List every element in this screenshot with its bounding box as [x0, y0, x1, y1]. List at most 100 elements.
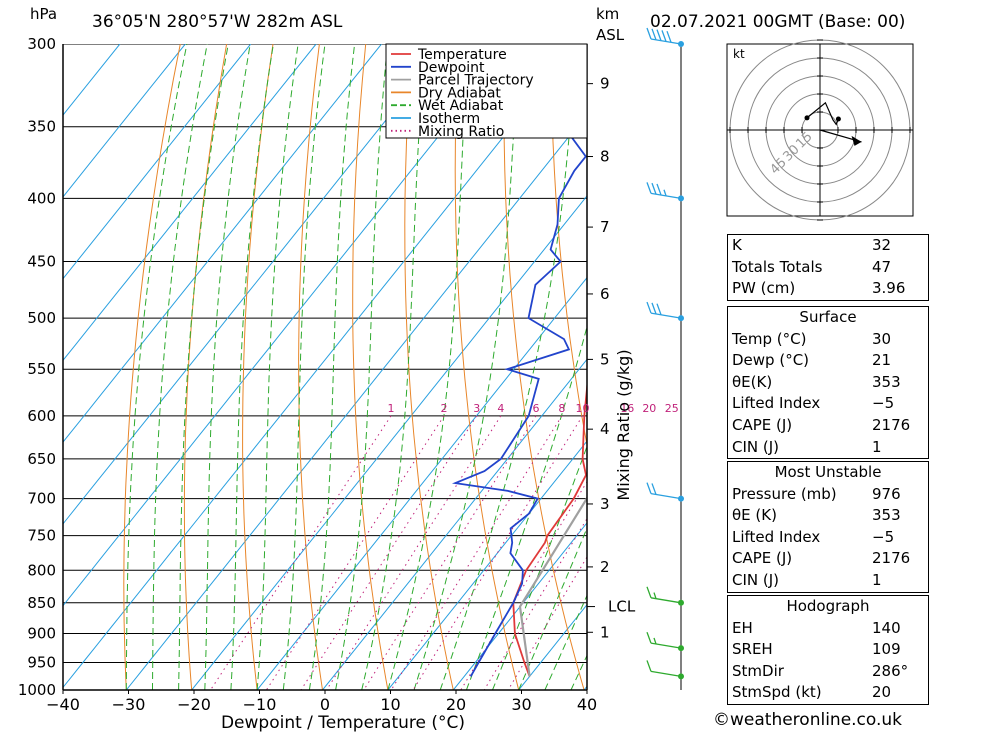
index-row: PW (cm) 3.96: [728, 278, 928, 300]
pressure-tick-850: 850: [27, 594, 56, 612]
mixing-ratio-line-10: [412, 415, 583, 690]
hodograph-end-dot: [835, 116, 841, 122]
dry-adiabat-0: [298, 44, 323, 690]
pressure-tick-900: 900: [27, 624, 56, 642]
temp-tick-5: 10: [380, 695, 400, 714]
legend-label-parcel-trajectory: Parcel Trajectory: [418, 73, 534, 89]
index-key: Temp (°C): [732, 329, 807, 348]
legend-box: [385, 43, 588, 139]
wet-adiabat--18: [204, 44, 251, 690]
wind-barbs: [646, 27, 684, 680]
indices-most-unstable-panel: Most Unstable Pressure (mb) 976 θE (K) 353 Li…: [727, 461, 929, 593]
wet-adiabat-6: [361, 44, 426, 690]
barb-shaft-300: [650, 38, 682, 45]
index-value: 353: [872, 506, 901, 525]
index-key: StmSpd (kt): [732, 683, 822, 702]
wind-barb-975: [646, 660, 682, 678]
km-tick-9: 9: [600, 75, 610, 93]
index-key: θE(K): [732, 372, 773, 391]
index-value: 976: [872, 484, 901, 503]
wind-barb-925: [646, 631, 682, 649]
wind-barb-400: [646, 182, 682, 199]
index-key: CAPE (J): [732, 415, 793, 434]
km-tick-4: 4: [600, 420, 610, 438]
station-location: 36°05'N 280°57'W 282m ASL: [92, 12, 343, 32]
barb-half-850: [653, 592, 657, 599]
dry-adiabat--20: [183, 44, 228, 690]
pressure-tick-550: 550: [27, 360, 56, 378]
temp-tick-1: −30: [112, 695, 146, 714]
index-value: 47: [872, 257, 892, 276]
series-parcel-trajectory: [518, 495, 587, 677]
pressure-tick-1000: 1000: [18, 681, 56, 699]
isotherm--40: [63, 44, 579, 689]
barb-flag-400-2: [656, 183, 662, 196]
hodograph-units: kt: [733, 47, 745, 61]
wet-adiabat-2: [335, 44, 389, 690]
index-row: K 32: [728, 235, 928, 257]
index-key: θE (K): [732, 506, 777, 525]
wet-adiabat--30: [125, 44, 188, 690]
index-value: 140: [872, 618, 901, 637]
index-row: StmSpd (kt) 20: [728, 682, 928, 704]
index-value: 3.96: [872, 279, 906, 298]
mixing-ratio-line-2: [265, 415, 445, 690]
indices-surface-panel: Surface Temp (°C) 30 Dewp (°C) 21 θE(K) 353 Lif…: [727, 306, 929, 460]
wet-adiabat-22: [465, 324, 587, 690]
pressure-tick-450: 450: [27, 253, 56, 271]
index-key: PW (cm): [732, 279, 796, 298]
index-row: SREH 109: [728, 639, 928, 661]
index-row: Totals Totals 47: [728, 257, 928, 279]
index-value: 2176: [872, 549, 911, 568]
wet-adiabat-26: [492, 444, 587, 690]
isotherm--60: [63, 44, 448, 525]
mixing-ratio-line-3: [300, 415, 478, 690]
index-key: StmDir: [732, 661, 784, 680]
barb-flag-300-4: [666, 30, 672, 43]
barb-shaft-850: [650, 597, 682, 604]
mixing-ratio-label-8: 8: [558, 402, 565, 415]
index-row: EH 140: [728, 618, 928, 640]
pressure-tick-950: 950: [27, 653, 56, 671]
copyright-text: ©weatheronline.co.uk: [713, 710, 903, 730]
isotherm--30: [125, 113, 587, 690]
index-value: 286°: [872, 661, 909, 680]
isotherm-30: [518, 603, 587, 690]
run-datetime: 02.07.2021 00GMT (Base: 00): [650, 12, 905, 32]
barb-half-400: [663, 189, 667, 196]
dry-adiabat-30: [454, 44, 520, 690]
dry-adiabat--10: [242, 44, 274, 690]
pressure-tick-650: 650: [27, 450, 56, 468]
isotherm--70: [63, 44, 382, 443]
legend-label-dry-adiabat: Dry Adiabat: [418, 85, 501, 101]
barb-flag-300-2: [656, 29, 662, 41]
sounding-series: [451, 44, 587, 677]
isotherm--20: [191, 195, 587, 690]
index-key: CIN (J): [732, 437, 780, 456]
barb-flag-700-0: [646, 482, 652, 494]
hodograph-start-dot: [804, 115, 810, 121]
wet-adiabat--26: [152, 44, 208, 690]
index-key: Totals Totals: [732, 257, 823, 276]
wet-adiabat-18: [439, 44, 577, 690]
temp-tick-0: −40: [46, 695, 80, 714]
wet-adiabat--14: [230, 44, 274, 690]
hodograph-trace: [806, 101, 839, 126]
dry-adiabat-10: [352, 44, 389, 690]
index-key: Dewp (°C): [732, 351, 810, 370]
legend-label-dewpoint: Dewpoint: [418, 60, 485, 76]
km-unit-label: km: [596, 5, 619, 23]
temp-tick-3: −10: [243, 695, 277, 714]
dry-adiabat-20: [404, 44, 454, 690]
pressure-tick-750: 750: [27, 527, 56, 545]
legend-label-isotherm: Isotherm: [418, 111, 480, 127]
axis-labels: hPa 36°05'N 280°57'W 282m ASL km ASL 02.07.2…: [18, 5, 906, 733]
indices-general-panel: K 32 Totals Totals 47 PW (cm) 3.96: [727, 234, 929, 301]
index-key: Pressure (mb): [732, 484, 837, 503]
dry-adiabat-130: [922, 44, 1000, 690]
index-row: Pressure (mb) 976: [728, 484, 928, 506]
indices-hodograph-panel: Hodograph EH 140 SREH 109 StmDir 286° StmSpd (k…: [727, 595, 929, 705]
barb-flag-400-0: [646, 182, 652, 194]
index-value: 21: [872, 351, 892, 370]
